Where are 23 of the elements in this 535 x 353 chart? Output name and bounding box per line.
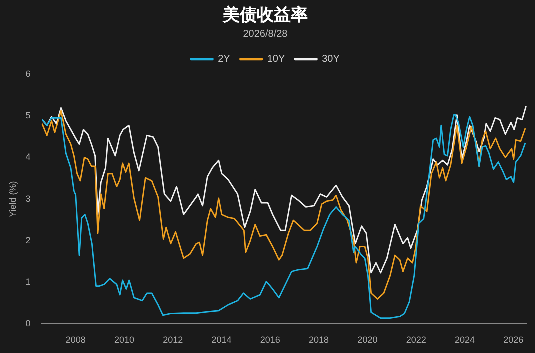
legend-label: 10Y — [267, 54, 286, 66]
y-tick-label: 1 — [26, 277, 31, 288]
x-tick-label: 2008 — [66, 335, 86, 346]
chart-subtitle: 2026/8/28 — [243, 29, 288, 40]
x-tick-label: 2018 — [309, 335, 330, 346]
x-tick-label: 2024 — [454, 335, 475, 346]
y-tick-label: 4 — [26, 152, 31, 162]
y-tick-label: 5 — [26, 110, 31, 121]
y-tick-label: 3 — [26, 194, 31, 204]
x-tick-label: 2016 — [260, 335, 280, 346]
legend-label: 30Y — [322, 54, 340, 66]
x-tick-label: 2026 — [504, 335, 524, 346]
y-tick-label: 2 — [26, 235, 31, 246]
legend-label: 2Y — [218, 54, 231, 66]
x-tick-label: 2010 — [114, 335, 135, 346]
y-axis-title: Yield (%) — [8, 181, 18, 218]
x-tick-label: 2014 — [212, 335, 232, 346]
x-tick-label: 2022 — [406, 335, 426, 346]
x-tick-label: 2020 — [358, 335, 378, 346]
chart-title: 美债收益率 — [222, 6, 308, 26]
y-tick-label: 6 — [26, 68, 31, 79]
y-tick-label: 0 — [26, 318, 31, 329]
x-tick-label: 2012 — [163, 335, 184, 346]
